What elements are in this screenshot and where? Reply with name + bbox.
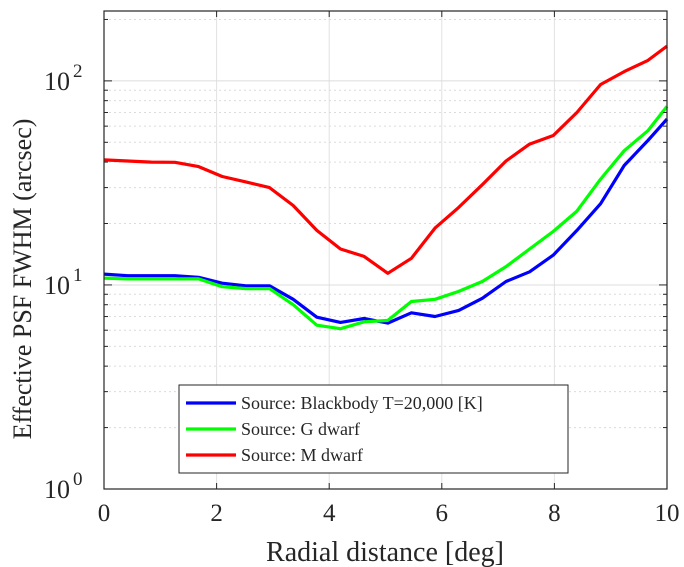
legend-label: Source: M dwarf	[241, 445, 363, 465]
legend-label: Source: G dwarf	[241, 419, 360, 439]
x-tick-label: 10	[655, 500, 680, 527]
axes-box	[103, 10, 668, 490]
y-tick-label: 10	[44, 67, 70, 96]
y-tick-exponent: 0	[73, 469, 83, 490]
x-tick-label: 2	[210, 500, 223, 527]
x-tick-label: 4	[323, 500, 336, 527]
x-tick-label: 8	[548, 500, 561, 527]
series-line	[103, 44, 668, 275]
x-tick-label: 6	[436, 500, 449, 527]
y-tick-exponent: 2	[73, 61, 83, 82]
y-tick-label: 10	[44, 271, 70, 300]
ticks	[103, 11, 668, 490]
legend-label: Source: Blackbody T=20,000 [K]	[241, 393, 483, 413]
y-axis-label: Effective PSF FWHM (arcsec)	[8, 119, 37, 440]
legend: Source: Blackbody T=20,000 [K] Source: G …	[178, 384, 569, 474]
y-tick-label: 10	[44, 475, 70, 504]
legend-box	[178, 384, 569, 474]
series-line	[103, 105, 669, 331]
series-line	[103, 118, 669, 325]
x-tick-label: 0	[98, 500, 111, 527]
y-tick-exponent: 1	[73, 265, 83, 286]
x-tick-labels: 0 2 4 6 8 10	[98, 500, 680, 527]
x-axis-label: Radial distance [deg]	[266, 537, 504, 567]
plot-lines	[103, 44, 669, 331]
